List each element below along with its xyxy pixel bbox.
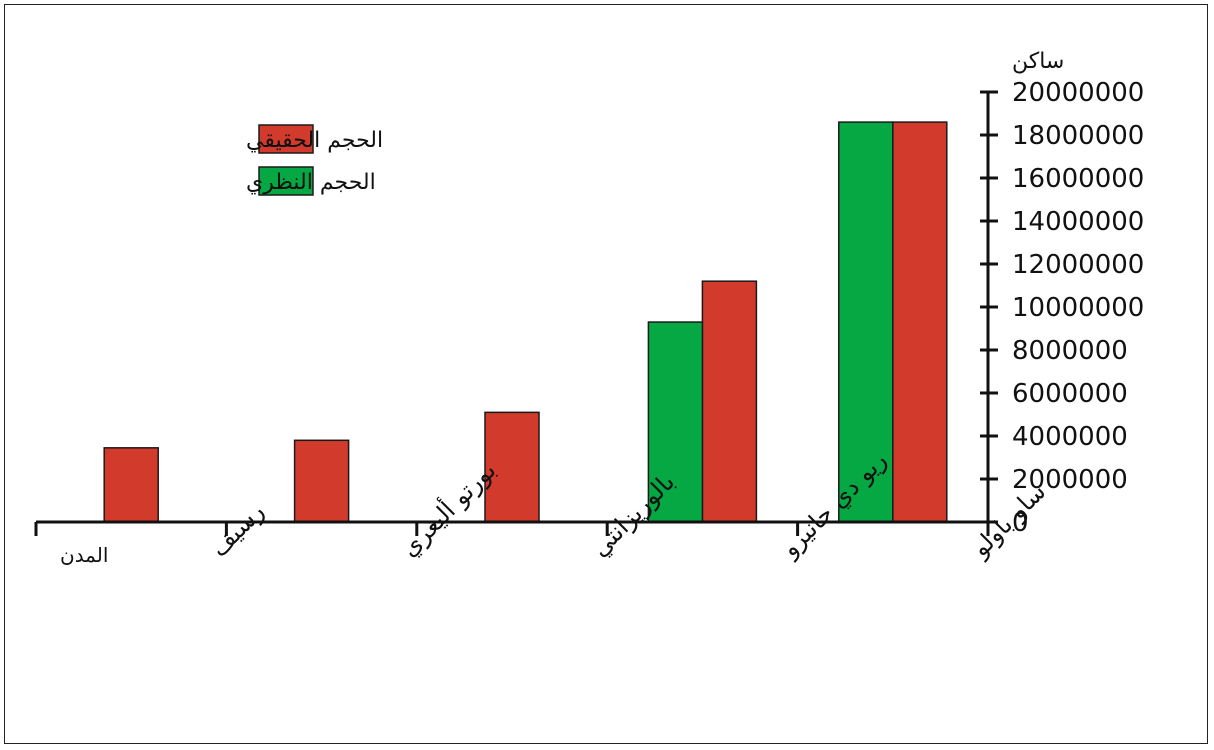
chart-frame bbox=[4, 4, 1208, 744]
legend-swatch bbox=[258, 124, 314, 154]
bar-theoretical bbox=[838, 121, 894, 523]
x-axis-title: المدن bbox=[60, 543, 108, 567]
y-tick-label: 18000000 bbox=[1012, 121, 1144, 151]
y-axis-title: ساكن bbox=[1012, 49, 1064, 74]
bar-real bbox=[293, 439, 350, 523]
bar-real bbox=[103, 447, 159, 523]
y-tick-label: 4000000 bbox=[1012, 422, 1128, 452]
y-tick-label: 20000000 bbox=[1012, 78, 1144, 108]
y-tick-label: 8000000 bbox=[1012, 336, 1128, 366]
bar-real bbox=[892, 121, 948, 523]
y-tick-label: 16000000 bbox=[1012, 164, 1144, 194]
legend-label: الحجم النظري bbox=[246, 170, 376, 195]
y-tick-label: 2000000 bbox=[1012, 465, 1128, 495]
y-tick-label: 10000000 bbox=[1012, 293, 1144, 323]
y-tick-label: 6000000 bbox=[1012, 379, 1128, 409]
bar-real bbox=[701, 280, 758, 523]
y-tick-label: 12000000 bbox=[1012, 250, 1144, 280]
chart-legend: الحجم الحقيقي الحجم النظري bbox=[246, 124, 383, 196]
legend-label: الحجم الحقيقي bbox=[246, 128, 383, 153]
x-tick-label: رسيف bbox=[205, 497, 270, 562]
y-tick-label: 0 bbox=[1012, 508, 1029, 538]
bar-group bbox=[103, 121, 948, 523]
y-tick-label: 14000000 bbox=[1012, 207, 1144, 237]
legend-swatch bbox=[258, 166, 314, 196]
bar-real bbox=[484, 411, 540, 523]
